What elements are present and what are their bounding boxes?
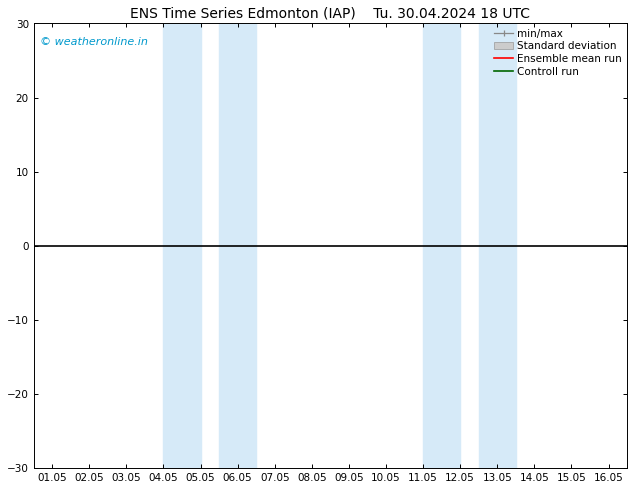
- Text: © weatheronline.in: © weatheronline.in: [39, 37, 148, 47]
- Title: ENS Time Series Edmonton (IAP)    Tu. 30.04.2024 18 UTC: ENS Time Series Edmonton (IAP) Tu. 30.04…: [131, 7, 531, 21]
- Bar: [479, 24, 516, 468]
- Bar: [423, 24, 460, 468]
- Legend: min/max, Standard deviation, Ensemble mean run, Controll run: min/max, Standard deviation, Ensemble me…: [492, 26, 624, 78]
- Bar: [164, 24, 200, 468]
- Bar: [219, 24, 256, 468]
